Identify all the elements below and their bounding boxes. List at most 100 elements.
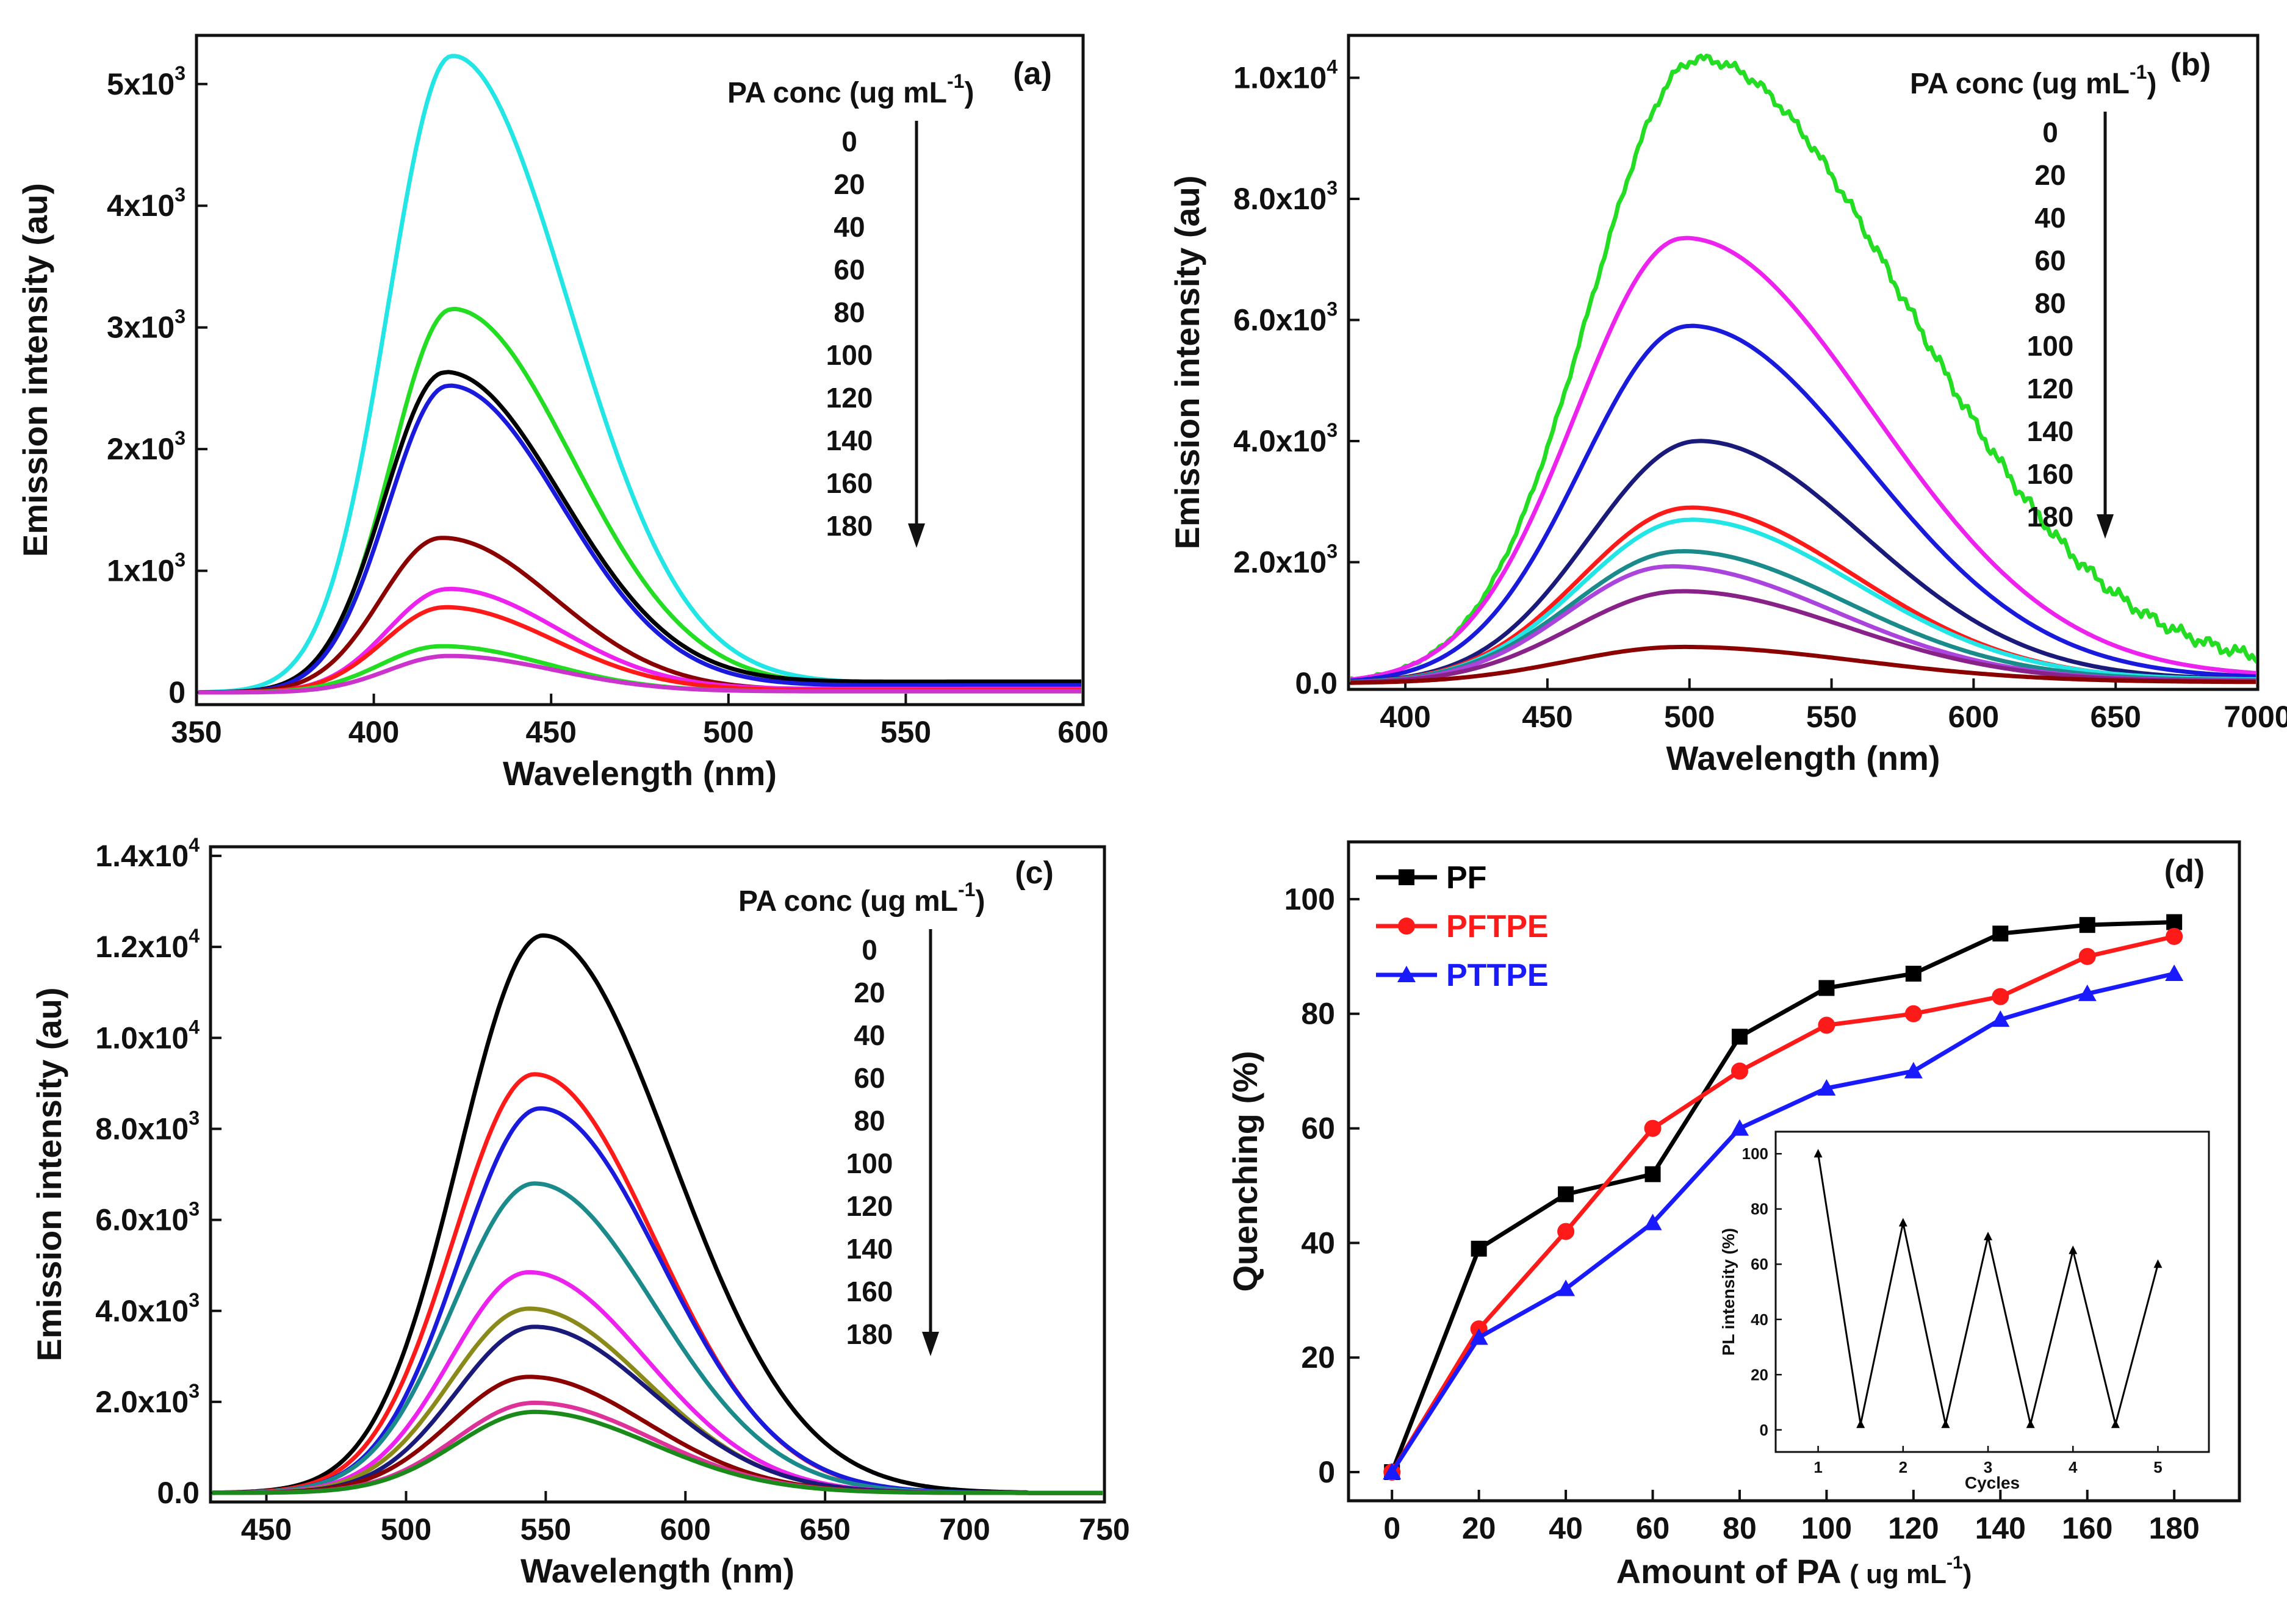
y-tick-label: 1x103 — [107, 549, 185, 588]
inset-y-tick-label: 60 — [1751, 1255, 1768, 1273]
x-tick-label: 500 — [703, 715, 754, 749]
panel-label: (b) — [2170, 47, 2211, 82]
y-tick-label: 1.2x104 — [95, 925, 200, 964]
spectrum-curve-2 — [198, 306, 1081, 695]
legend-conc-0: 0 — [841, 126, 857, 157]
legend-conc-160: 160 — [2027, 458, 2074, 490]
legend-marker-PF — [1399, 869, 1414, 885]
inset-frame — [1774, 1130, 2210, 1453]
marker-PTTPE — [1643, 1213, 1662, 1231]
y-tick-label: 2.0x103 — [1233, 541, 1338, 580]
spectrum-curve-3 — [212, 1106, 1103, 1495]
spectrum-curve-1 — [212, 933, 1103, 1495]
inset-y-tick-label: 100 — [1742, 1144, 1768, 1163]
inset-marker — [2069, 1245, 2078, 1254]
marker-PTTPE — [1817, 1079, 1836, 1096]
legend-conc-160: 160 — [846, 1276, 893, 1307]
series-line-PF — [1389, 920, 2175, 1473]
x-tick-label: 450 — [1522, 700, 1572, 734]
spectrum-curve-3 — [198, 370, 1081, 695]
x-tick-label: 160 — [2062, 1511, 2112, 1545]
spectrum-curve-2 — [1350, 235, 2256, 682]
y-tick-label: 2.0x103 — [95, 1380, 200, 1419]
marker-PTTPE — [1557, 1279, 1576, 1296]
legend-label-PTTPE: PTTPE — [1446, 958, 1549, 993]
inset-marker — [2026, 1419, 2035, 1428]
marker-PFTPE — [2166, 927, 2183, 945]
marker-PF — [2166, 914, 2183, 930]
x-tick-label: 550 — [1806, 700, 1857, 734]
inset-marker — [1941, 1419, 1950, 1428]
legend-marker-PFTPE — [1398, 918, 1415, 935]
legend-conc-160: 160 — [826, 467, 873, 499]
inset-y-tick-label: 20 — [1751, 1365, 1768, 1384]
legend-conc-100: 100 — [2027, 330, 2074, 362]
marker-PF — [1644, 1166, 1661, 1182]
y-tick-label: 2x103 — [107, 427, 185, 466]
x-tick-label: 650 — [2090, 700, 2141, 734]
plot-frame — [1347, 840, 2241, 1503]
inset-chart: 1 2 3 4 5 0 20 40 60 80 100 Cycles PL intensity (%) — [1719, 1130, 2210, 1492]
legend-conc-100: 100 — [846, 1148, 893, 1179]
marker-PF — [1992, 925, 2009, 942]
legend-title: PA conc (ug mL-1) — [1910, 61, 2156, 100]
marker-PFTPE — [1904, 1005, 1922, 1022]
x-tick-label: 600 — [1948, 700, 1999, 734]
x-tick-label: 500 — [381, 1512, 431, 1547]
spectrum-curve-3 — [1350, 323, 2256, 683]
x-tick-label: 600 — [660, 1512, 711, 1547]
inset-marker — [1898, 1218, 1907, 1227]
inset-y-tick-label: 80 — [1751, 1200, 1768, 1218]
inset-x-tick-label: 1 — [1813, 1458, 1822, 1476]
x-axis-label: Amount of PA ( ug mL-1) — [1616, 1552, 1972, 1590]
marker-PFTPE — [1818, 1016, 1835, 1034]
x-tick-label: 550 — [520, 1512, 571, 1547]
x-axis-label: Wavelength (nm) — [503, 754, 777, 792]
inset-y-tick-label: 40 — [1751, 1310, 1768, 1329]
y-tick-label: 8.0x103 — [95, 1107, 200, 1146]
panel-c: 450 500 550 600 650 700 7500.02.0x1034.0x1036.… — [30, 834, 1130, 1590]
marker-PF — [1731, 1029, 1748, 1045]
marker-PTTPE — [1383, 1463, 1402, 1480]
inset-x-tick-label: 2 — [1899, 1458, 1907, 1476]
y-tick-label: 6.0x103 — [95, 1198, 200, 1237]
plot-frame — [1347, 34, 2260, 691]
marker-PTTPE — [1730, 1119, 1749, 1136]
legend-title: PA conc (ug mL-1) — [738, 878, 985, 918]
y-tick-label: 0.0 — [157, 1476, 200, 1510]
legend-conc-120: 120 — [846, 1190, 893, 1222]
legend-conc-40: 40 — [834, 211, 865, 243]
y-tick-label: 0 — [168, 675, 185, 710]
x-tick-label: 7000 — [2224, 700, 2287, 734]
spectrum-curve-1 — [1350, 53, 2256, 682]
y-tick-label: 0.0 — [1295, 666, 1338, 700]
legend-conc-80: 80 — [854, 1105, 885, 1137]
plot-area — [212, 933, 1103, 1495]
legend-conc-0: 0 — [2042, 117, 2058, 148]
legend-conc-20: 20 — [2034, 159, 2066, 191]
x-tick-label: 60 — [1636, 1511, 1670, 1545]
y-axis-label: Emission intensity (au) — [16, 183, 54, 557]
spectrum-curve-4 — [1350, 439, 2256, 684]
legend-conc-140: 140 — [2027, 415, 2074, 447]
panel-label: (c) — [1015, 855, 1054, 891]
series-line-PFTPE — [1390, 934, 2175, 1473]
x-tick-label: 20 — [1462, 1511, 1496, 1545]
plot-area — [198, 54, 1081, 695]
marker-PFTPE — [1644, 1119, 1662, 1137]
marker-PTTPE — [2165, 965, 2184, 981]
inset-x-tick-label: 3 — [1984, 1458, 1992, 1476]
inset-y-tick-label: 0 — [1760, 1421, 1768, 1439]
legend-label-PFTPE: PFTPE — [1446, 909, 1549, 944]
legend-arrow-head — [922, 1332, 939, 1356]
marker-PF — [1905, 966, 1921, 982]
inset-y-axis-label: PL intensity (%) — [1719, 1228, 1738, 1356]
inset-marker — [1856, 1419, 1865, 1428]
spectrum-curve-1 — [198, 54, 1081, 695]
y-axis-label: Emission intensity (au) — [1168, 176, 1206, 550]
y-tick-label: 8.0x103 — [1233, 177, 1338, 216]
marker-PTTPE — [2078, 984, 2097, 1001]
legend-conc-40: 40 — [854, 1019, 885, 1051]
marker-PFTPE — [1557, 1223, 1575, 1240]
